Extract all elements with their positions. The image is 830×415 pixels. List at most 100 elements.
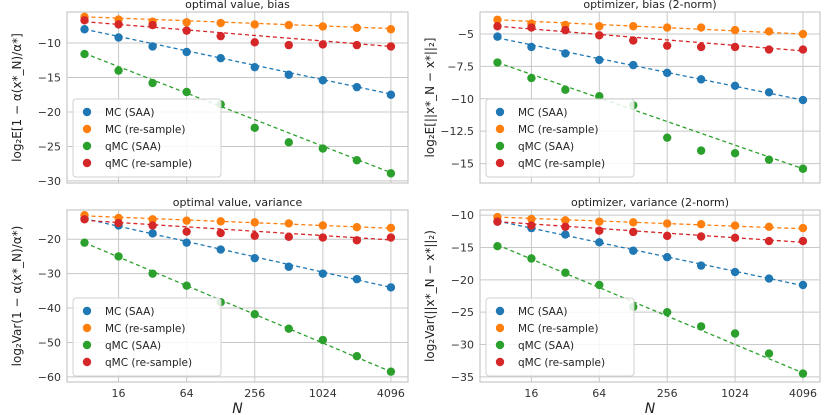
- data-point: [148, 269, 157, 278]
- data-point: [148, 42, 157, 51]
- legend-marker: [82, 306, 92, 316]
- data-point: [595, 217, 604, 226]
- data-point: [629, 60, 638, 70]
- data-point: [764, 274, 774, 283]
- series-fit-line: [497, 220, 804, 243]
- data-point: [216, 18, 225, 28]
- series-fit-line: [84, 217, 392, 289]
- chart-title: optimizer, variance (2-norm): [571, 196, 729, 209]
- legend-entry: MC (re-sample): [518, 323, 598, 335]
- y-tick-label: −30: [38, 268, 61, 281]
- data-point: [182, 227, 191, 236]
- data-point: [561, 49, 570, 58]
- y-axis-label: log₂Var(||x*_N − x*||₂): [423, 230, 437, 362]
- x-tick-label: 256: [244, 387, 265, 400]
- data-point: [386, 283, 396, 292]
- chart-panel-3: −60 −50 −40 −30 −20 16 64 256 1024 4096 optimal va…: [10, 196, 409, 415]
- data-point: [386, 233, 396, 242]
- y-axis-label: log₂Var(1 − α(x*_N)/α*): [10, 226, 24, 367]
- data-point: [764, 222, 774, 232]
- y-tick-label: −20: [38, 233, 61, 246]
- legend-marker: [82, 141, 92, 151]
- series-fit-line: [84, 52, 392, 174]
- legend-box: [485, 297, 635, 377]
- x-axis-label: N: [645, 401, 656, 415]
- data-point: [696, 42, 706, 52]
- data-point: [284, 40, 293, 50]
- series-fit-line: [497, 220, 804, 287]
- y-tick-label: −7.5: [447, 60, 474, 73]
- data-point: [493, 32, 502, 41]
- legend-entry: qMC (SAA): [518, 340, 574, 352]
- data-point: [662, 133, 672, 142]
- legend-entry: qMC (re-sample): [105, 158, 192, 170]
- data-point: [696, 146, 706, 155]
- data-point: [250, 218, 259, 227]
- x-tick-label: 1024: [309, 387, 337, 400]
- data-point: [662, 253, 672, 262]
- y-tick-label: −15: [451, 158, 474, 171]
- series-fit-line: [497, 244, 804, 374]
- legend-box: [485, 98, 635, 178]
- data-point: [730, 221, 740, 230]
- data-point: [352, 23, 362, 33]
- data-point: [561, 25, 570, 35]
- data-point: [493, 217, 502, 226]
- data-point: [595, 22, 604, 31]
- data-point: [595, 280, 604, 290]
- y-tick-label: −10: [451, 209, 474, 222]
- data-point: [527, 23, 536, 32]
- legend-marker: [495, 357, 505, 367]
- data-point: [284, 70, 293, 79]
- data-point: [318, 233, 328, 242]
- data-point: [250, 231, 259, 240]
- data-point: [318, 22, 328, 31]
- data-point: [493, 242, 502, 251]
- y-tick-label: −10: [451, 93, 474, 106]
- legend-entry: MC (re-sample): [105, 124, 185, 136]
- data-point: [352, 40, 362, 50]
- legend-marker: [82, 357, 92, 367]
- series-fit-line: [497, 19, 803, 35]
- data-point: [352, 236, 362, 245]
- legend-marker: [495, 141, 505, 151]
- series-fit-line: [497, 25, 804, 52]
- data-point: [182, 47, 191, 57]
- data-point: [182, 281, 191, 290]
- legend-marker: [495, 158, 505, 168]
- data-point: [80, 25, 89, 34]
- data-point: [114, 33, 123, 42]
- data-point: [114, 218, 123, 228]
- chart-title: optimizer, bias (2-norm): [583, 0, 716, 11]
- data-point: [764, 27, 774, 36]
- legend-marker: [495, 107, 505, 117]
- data-point: [80, 49, 89, 59]
- x-tick-label: 16: [112, 387, 126, 400]
- data-point: [250, 20, 259, 29]
- data-point: [561, 268, 570, 277]
- series-fit-line: [84, 215, 391, 229]
- data-point: [114, 252, 123, 261]
- data-point: [527, 73, 536, 83]
- legend: MC (SAA) MC (re-sample) qMC (SAA) qMC (re-s…: [485, 98, 635, 178]
- data-point: [696, 322, 706, 331]
- series-fit-line: [84, 28, 392, 95]
- data-point: [182, 216, 191, 225]
- y-tick-label: −20: [451, 274, 474, 287]
- data-point: [527, 221, 536, 230]
- data-point: [114, 20, 123, 29]
- data-point: [250, 310, 259, 319]
- data-point: [730, 233, 740, 243]
- data-point: [798, 164, 808, 173]
- data-point: [561, 216, 570, 225]
- legend-entry: qMC (SAA): [105, 141, 161, 153]
- chart-panel-4: −35 −30 −25 −20 −15 −10 16 64 256 1024 4096 optimiz…: [423, 196, 821, 415]
- data-point: [216, 217, 225, 226]
- legend-entry: MC (SAA): [518, 107, 567, 119]
- data-point: [595, 31, 604, 40]
- y-tick-label: −15: [451, 242, 474, 255]
- y-tick-label: −30: [38, 175, 61, 188]
- data-point: [561, 85, 570, 94]
- y-tick-label: −40: [38, 302, 61, 315]
- data-point: [284, 262, 293, 271]
